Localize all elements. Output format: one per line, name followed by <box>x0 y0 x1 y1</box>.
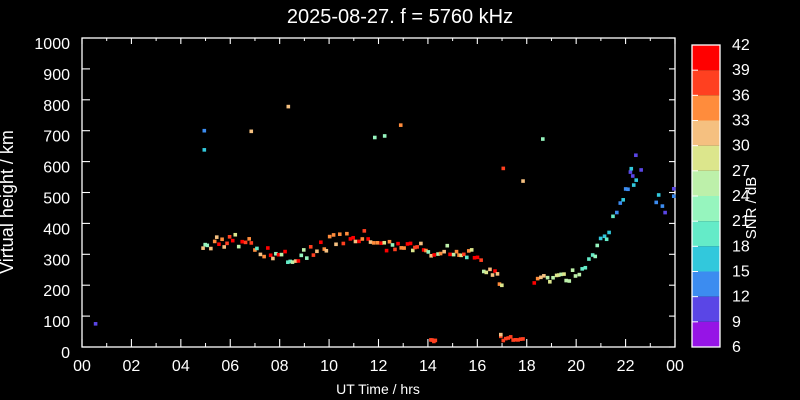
svg-text:200: 200 <box>43 283 70 300</box>
svg-text:02: 02 <box>123 358 141 375</box>
svg-text:36: 36 <box>732 87 750 104</box>
svg-text:900: 900 <box>43 67 70 84</box>
svg-text:08: 08 <box>271 358 289 375</box>
svg-text:42: 42 <box>732 37 750 54</box>
svg-text:6: 6 <box>732 339 741 356</box>
svg-text:22: 22 <box>617 358 635 375</box>
svg-text:0: 0 <box>61 345 70 362</box>
svg-text:1000: 1000 <box>34 36 70 53</box>
svg-text:12: 12 <box>732 289 750 306</box>
svg-text:06: 06 <box>221 358 239 375</box>
svg-text:33: 33 <box>732 113 750 130</box>
svg-text:Virtual height / km: Virtual height / km <box>0 130 17 274</box>
svg-text:UT Time / hrs: UT Time / hrs <box>336 381 420 397</box>
svg-text:18: 18 <box>518 358 536 375</box>
svg-text:04: 04 <box>172 358 190 375</box>
svg-text:15: 15 <box>732 264 750 281</box>
svg-text:14: 14 <box>419 358 437 375</box>
svg-text:SNR / dB: SNR / dB <box>743 177 760 240</box>
svg-text:12: 12 <box>370 358 388 375</box>
svg-text:9: 9 <box>732 314 741 331</box>
svg-text:2025-08-27. f = 5760 kHz: 2025-08-27. f = 5760 kHz <box>287 6 513 28</box>
svg-text:300: 300 <box>43 252 70 269</box>
svg-text:18: 18 <box>732 238 750 255</box>
svg-text:39: 39 <box>732 62 750 79</box>
svg-text:800: 800 <box>43 98 70 115</box>
svg-text:500: 500 <box>43 191 70 208</box>
svg-text:600: 600 <box>43 160 70 177</box>
svg-text:400: 400 <box>43 221 70 238</box>
svg-text:100: 100 <box>43 314 70 331</box>
svg-text:20: 20 <box>567 358 585 375</box>
svg-text:00: 00 <box>73 358 91 375</box>
svg-text:00: 00 <box>666 358 684 375</box>
svg-text:700: 700 <box>43 129 70 146</box>
svg-text:16: 16 <box>468 358 486 375</box>
svg-text:30: 30 <box>732 138 750 155</box>
svg-text:10: 10 <box>320 358 338 375</box>
